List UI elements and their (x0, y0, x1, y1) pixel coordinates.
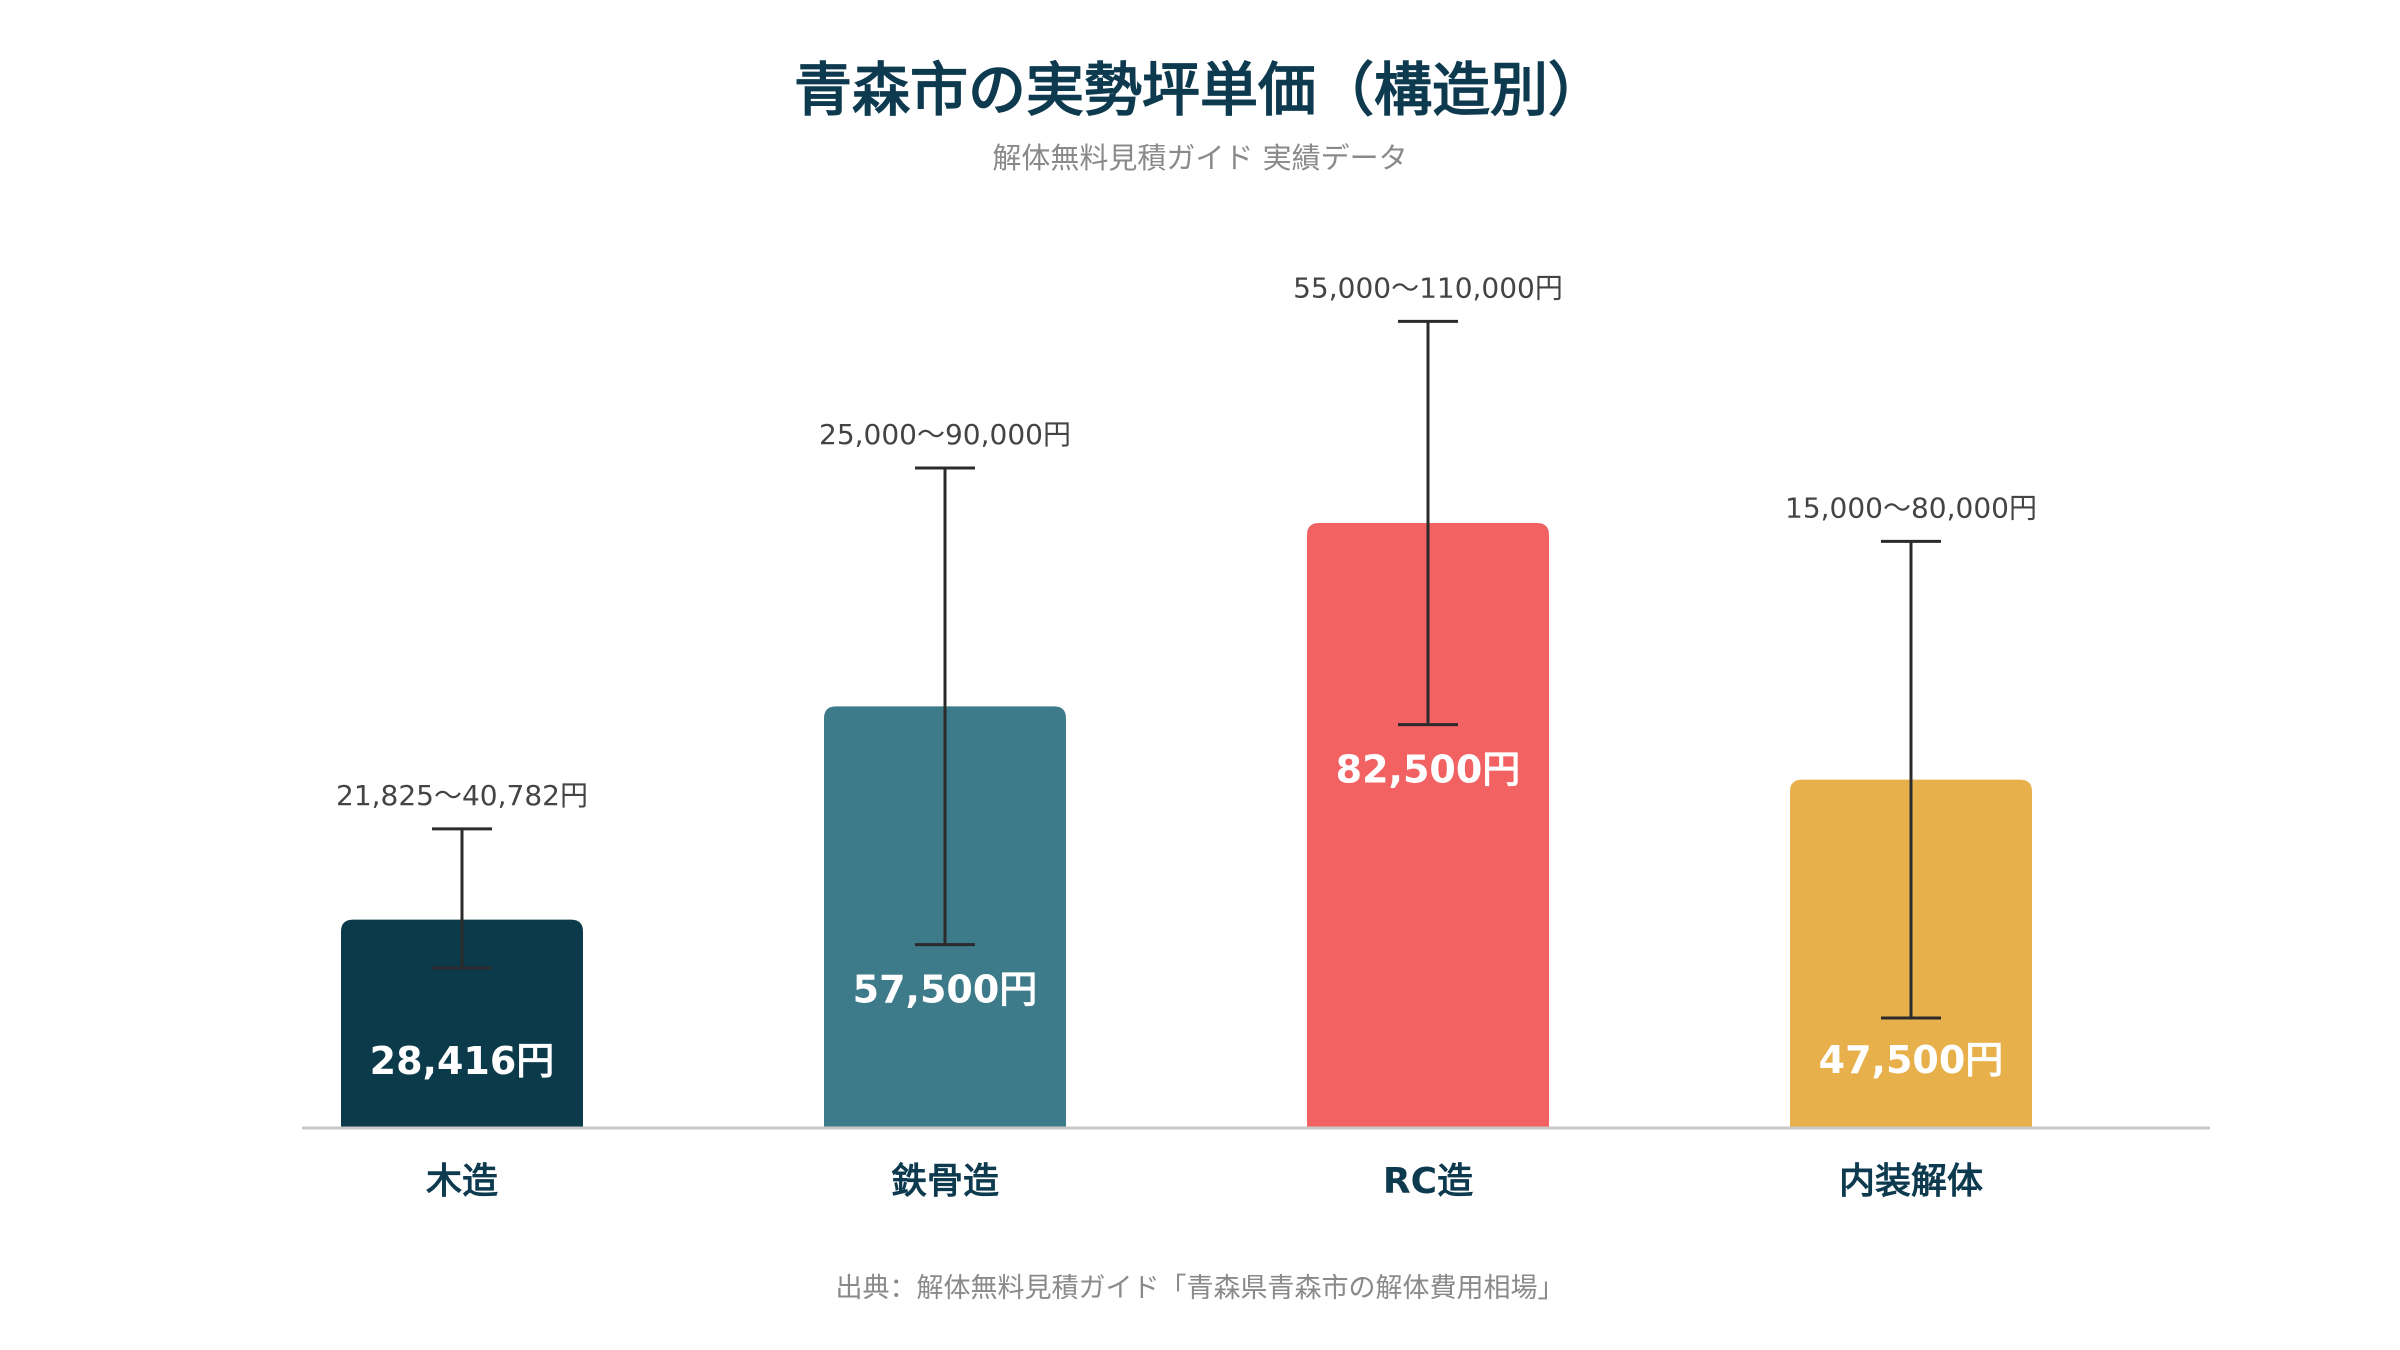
bar-3 (1307, 523, 1549, 1128)
value-label-2: 57,500円 (853, 968, 1038, 1012)
category-label-1: 木造 (426, 1161, 498, 1202)
category-label-3: RC造 (1383, 1161, 1473, 1202)
value-label-1: 28,416円 (370, 1039, 555, 1083)
range-label-3: 55,000〜110,000円 (1293, 271, 1563, 304)
range-label-1: 21,825〜40,782円 (336, 779, 588, 812)
category-label-2: 鉄骨造 (891, 1161, 999, 1202)
range-label-4: 15,000〜80,000円 (1785, 491, 2037, 524)
chart-source: 出典：解体無料見積ガイド「青森県青森市の解体費用相場」 (836, 1273, 1565, 1304)
range-label-2: 25,000〜90,000円 (819, 418, 1071, 451)
value-label-4: 47,500円 (1819, 1038, 2004, 1082)
chart-subtitle: 解体無料見積ガイド 実績データ (992, 141, 1407, 175)
chart-title: 青森市の実勢坪単価（構造別） (794, 56, 1606, 124)
value-label-3: 82,500円 (1336, 748, 1521, 792)
bar-1 (341, 919, 583, 1128)
category-label-4: 内装解体 (1839, 1161, 1983, 1202)
